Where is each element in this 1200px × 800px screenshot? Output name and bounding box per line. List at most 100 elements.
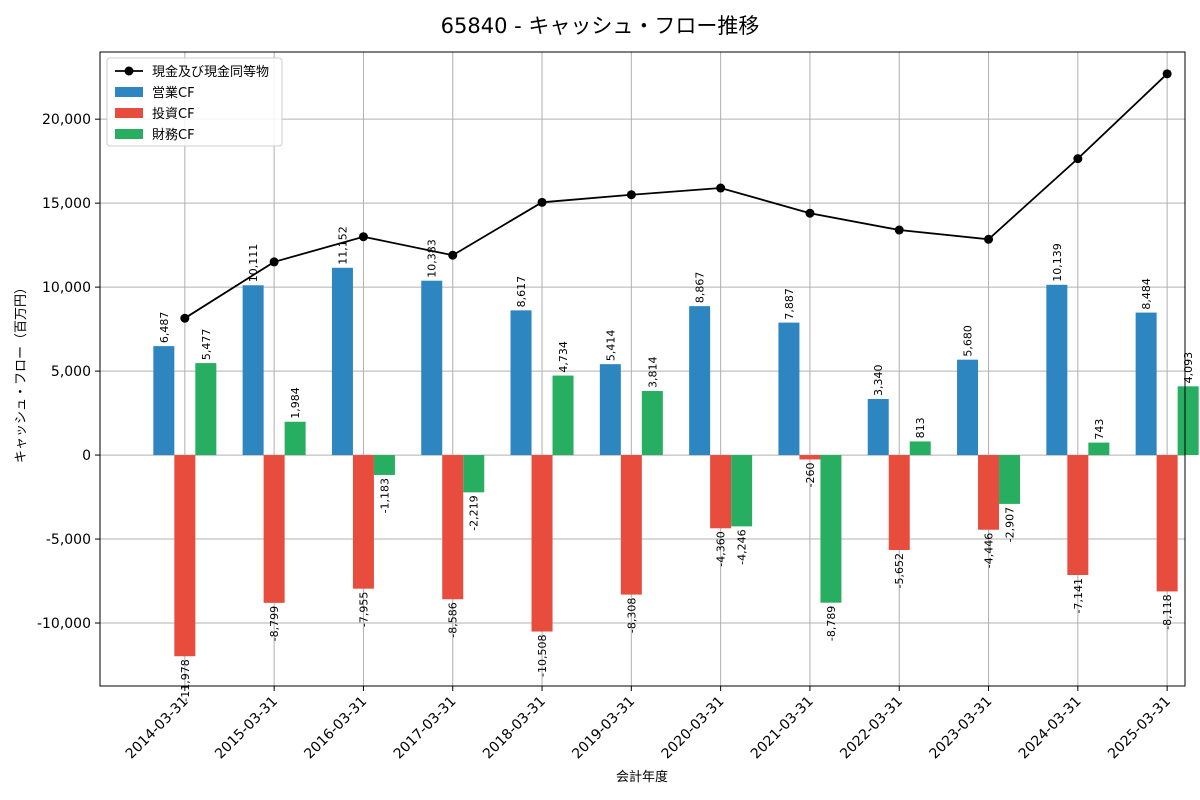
data-label: -7,141 — [1072, 578, 1085, 613]
bar-財務CF — [373, 455, 395, 475]
cash-point — [805, 208, 815, 218]
bar-財務CF — [731, 455, 753, 527]
bar-営業CF — [331, 267, 353, 456]
y-tick-label: 20,000 — [42, 112, 91, 128]
legend-box — [106, 57, 283, 147]
data-label: 743 — [1093, 419, 1106, 440]
y-tick-label: 0 — [82, 448, 91, 464]
bar-財務CF — [1177, 386, 1199, 456]
bar-財務CF — [641, 391, 663, 456]
data-label: 5,414 — [604, 330, 617, 362]
data-label: 1,984 — [289, 387, 302, 419]
data-label: -4,360 — [715, 531, 728, 566]
data-label: -8,789 — [825, 606, 838, 641]
bar-財務CF — [820, 455, 842, 603]
data-label: -11,978 — [179, 659, 192, 701]
data-label: -8,586 — [447, 602, 460, 637]
bar-営業CF — [242, 285, 264, 456]
y-tick-label: 15,000 — [42, 196, 91, 212]
data-label: 4,734 — [557, 341, 570, 373]
bar-営業CF — [421, 280, 443, 456]
data-label: -10,508 — [536, 635, 549, 677]
cash-line — [180, 69, 1172, 323]
data-label: 10,383 — [426, 239, 439, 278]
legend-swatch — [115, 129, 143, 139]
data-labels: 6,487 10,111 11,152 10,383 8,617 5,414 8,867 7,… — [158, 226, 1195, 701]
data-label: -5,652 — [893, 553, 906, 588]
data-label: -4,246 — [736, 529, 749, 564]
cash-point — [448, 250, 458, 260]
bar-投資CF — [620, 455, 642, 595]
bar-財務CF — [999, 455, 1021, 504]
x-axis-title: 会計年度 — [616, 769, 668, 785]
data-label: 4,093 — [1182, 352, 1195, 384]
legend-label: 現金及び現金同等物 — [152, 64, 269, 80]
bar-営業CF — [957, 359, 979, 456]
bar-財務CF — [552, 375, 574, 456]
bar-営業CF — [689, 306, 711, 456]
y-tick-label: -5,000 — [46, 532, 91, 548]
data-label: -7,955 — [357, 592, 370, 627]
cash-point — [1073, 154, 1083, 164]
bar-財務CF — [909, 441, 931, 456]
bar-財務CF — [284, 421, 306, 456]
y-tick-label: 10,000 — [42, 280, 91, 296]
bar-営業CF — [778, 322, 800, 456]
bars — [153, 267, 1199, 657]
bar-投資CF — [174, 455, 196, 657]
cash-point — [1162, 69, 1172, 79]
data-label: 7,887 — [783, 288, 796, 320]
cash-point — [537, 197, 547, 207]
bar-営業CF — [1135, 312, 1157, 456]
chart-title: 65840 - キャッシュ・フロー推移 — [441, 14, 760, 38]
bar-投資CF — [531, 455, 553, 632]
bar-投資CF — [978, 455, 1000, 530]
bar-投資CF — [263, 455, 285, 603]
bar-投資CF — [799, 455, 821, 460]
data-label: 3,814 — [646, 357, 659, 389]
cash-point — [626, 190, 636, 200]
bar-営業CF — [867, 398, 889, 456]
data-label: 10,111 — [247, 244, 260, 283]
cash-line-path — [184, 73, 1168, 319]
cash-point — [894, 225, 904, 235]
bar-営業CF — [510, 310, 532, 456]
legend-swatch — [115, 87, 143, 97]
data-label: 6,487 — [158, 312, 171, 344]
data-label: 813 — [914, 417, 927, 438]
data-label: 8,484 — [1140, 278, 1153, 310]
bar-投資CF — [710, 455, 732, 529]
cash-point — [716, 183, 726, 193]
data-label: -8,799 — [268, 606, 281, 641]
cash-point — [358, 232, 368, 242]
data-label: 8,867 — [694, 272, 707, 304]
bar-営業CF — [599, 364, 621, 456]
legend-label: 営業CF — [152, 85, 195, 101]
cash-point — [984, 234, 994, 244]
data-label: -1,183 — [378, 478, 391, 513]
data-label: -4,446 — [983, 533, 996, 568]
bar-投資CF — [1156, 455, 1178, 592]
bar-営業CF — [153, 346, 175, 456]
data-label: 5,680 — [962, 325, 975, 357]
data-label: -8,118 — [1161, 594, 1174, 629]
cash-point — [269, 257, 279, 267]
bar-投資CF — [1067, 455, 1089, 576]
bar-営業CF — [1046, 284, 1068, 456]
bar-投資CF — [442, 455, 464, 600]
data-label: -8,308 — [625, 598, 638, 633]
bar-財務CF — [1088, 442, 1110, 456]
legend-marker — [124, 66, 134, 76]
y-tick-label: 5,000 — [51, 364, 91, 380]
legend-swatch — [115, 108, 143, 118]
data-label: 11,152 — [336, 226, 349, 265]
bar-投資CF — [352, 455, 374, 589]
legend-label: 投資CF — [152, 106, 195, 122]
data-label: -260 — [804, 462, 817, 487]
cash-point — [180, 313, 190, 323]
data-label: -2,219 — [468, 495, 481, 530]
data-label: -2,907 — [1004, 507, 1017, 542]
legend-label: 財務CF — [152, 128, 195, 143]
